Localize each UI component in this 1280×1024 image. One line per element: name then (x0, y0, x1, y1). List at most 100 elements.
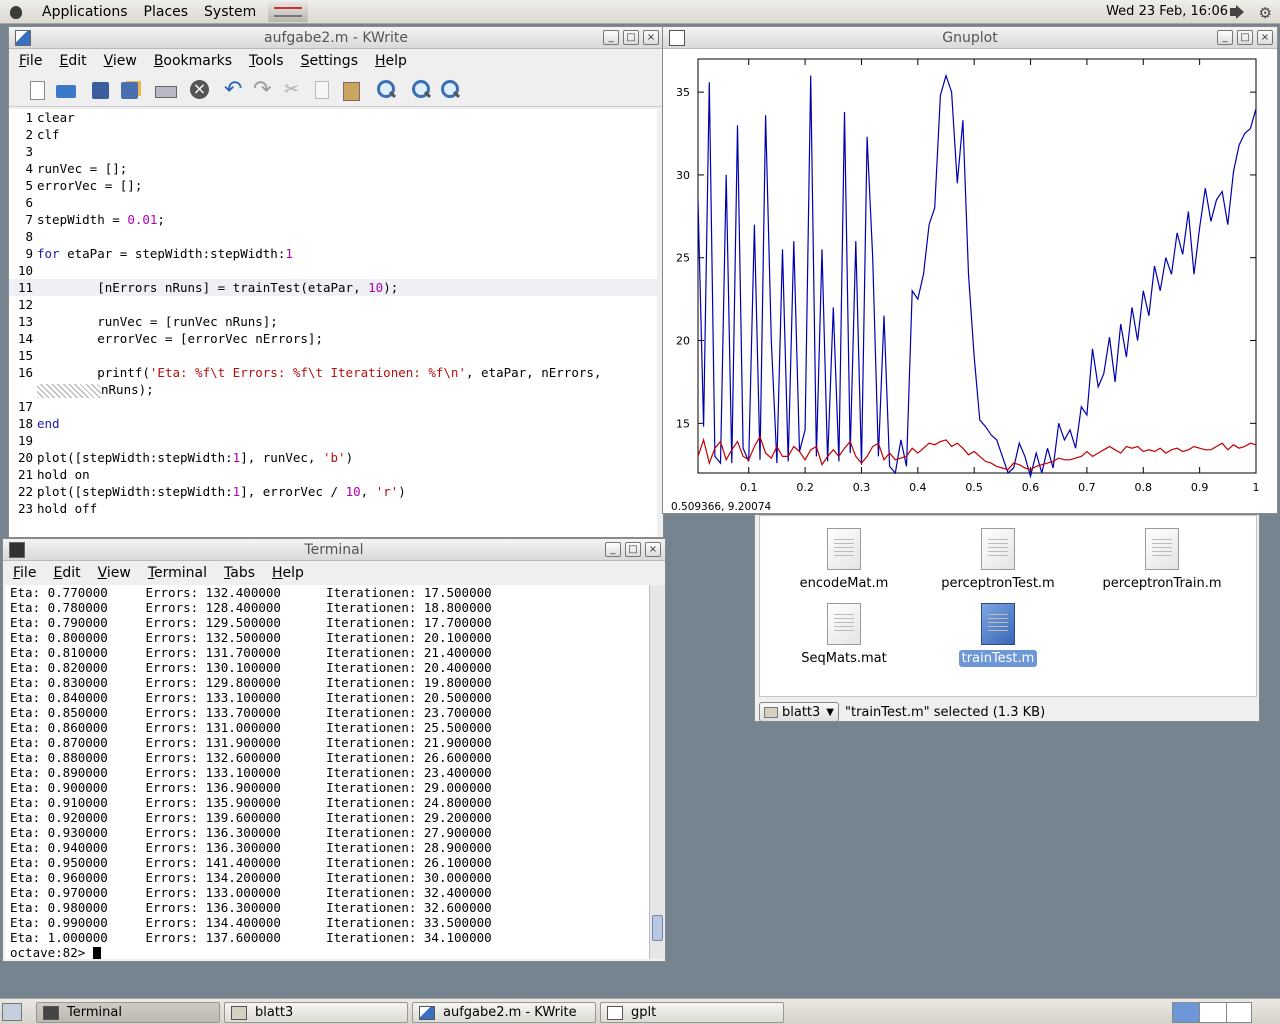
minimize-button[interactable]: _ (605, 542, 621, 557)
terminal-prompt-line[interactable]: octave:82> (5, 945, 649, 959)
save-icon[interactable] (89, 78, 113, 102)
code-line[interactable]: 10 (9, 262, 657, 279)
code-line[interactable]: 6 (9, 194, 657, 211)
menu-edit[interactable]: Edit (59, 53, 87, 69)
print-icon[interactable] (153, 78, 177, 102)
menu-tabs[interactable]: Tabs (224, 565, 255, 581)
launcher-icon[interactable] (268, 1, 309, 22)
code-editor[interactable]: 1 clear 2 clf 3 4 runVec = []; 5 errorVec = []; 6… (9, 109, 657, 537)
menu-help[interactable]: Help (375, 53, 407, 69)
taskbar-item-blatt3[interactable]: blatt3 (224, 1002, 408, 1023)
zoom-in-icon[interactable] (409, 78, 433, 102)
paste-icon[interactable] (339, 78, 363, 102)
code-line[interactable]: 19 (9, 432, 657, 449)
show-desktop-icon[interactable] (2, 1003, 22, 1021)
workspace-3[interactable] (1227, 1003, 1254, 1022)
code-line[interactable]: 8 (9, 228, 657, 245)
undo-icon[interactable] (223, 77, 247, 102)
scrollbar-thumb[interactable] (652, 915, 663, 941)
code-text: errorVec = [errorVec nErrors]; (37, 331, 323, 346)
taskbar-item-gplt[interactable]: gplt (600, 1002, 784, 1023)
workspace-1[interactable] (1173, 1003, 1200, 1022)
minimize-button[interactable]: _ (1217, 30, 1233, 45)
close-doc-icon[interactable] (188, 78, 212, 102)
close-button[interactable]: × (643, 30, 659, 45)
file-item[interactable]: encodeMat.m (774, 528, 914, 591)
code-line[interactable]: 18 end (9, 415, 657, 432)
menu-view[interactable]: View (97, 565, 131, 581)
code-line[interactable]: 1 clear (9, 109, 657, 126)
cut-icon[interactable] (281, 78, 305, 102)
gnome-foot-icon[interactable] (8, 3, 26, 21)
new-file-icon[interactable] (25, 78, 49, 102)
places-menu[interactable]: Places (143, 3, 189, 20)
taskbar-label: Terminal (67, 1005, 122, 1020)
code-line[interactable]: 2 clf (9, 126, 657, 143)
system-menu[interactable]: System (204, 3, 257, 20)
menu-bookmarks[interactable]: Bookmarks (153, 53, 233, 69)
close-button[interactable]: × (645, 542, 661, 557)
code-line[interactable]: 13 runVec = [runVec nRuns]; (9, 313, 657, 330)
maximize-button[interactable]: □ (1237, 30, 1253, 45)
code-line[interactable]: 12 (9, 296, 657, 313)
terminal-scrollbar[interactable] (649, 585, 665, 959)
menu-tools[interactable]: Tools (249, 53, 284, 69)
code-line[interactable]: 15 (9, 347, 657, 364)
menu-edit[interactable]: Edit (53, 565, 81, 581)
code-line[interactable]: 9 for etaPar = stepWidth:stepWidth:1 (9, 245, 657, 262)
code-line[interactable]: 4 runVec = []; (9, 160, 657, 177)
menu-file[interactable]: File (13, 565, 37, 581)
code-line[interactable]: 5 errorVec = []; (9, 177, 657, 194)
taskbar-item-kwrite[interactable]: aufgabe2.m - KWrite (412, 1002, 596, 1023)
taskbar-item-terminal[interactable]: Terminal (36, 1002, 220, 1023)
menu-file[interactable]: File (19, 53, 43, 69)
open-file-icon[interactable] (54, 78, 78, 102)
find-icon[interactable] (374, 78, 398, 102)
maximize-button[interactable]: □ (623, 30, 639, 45)
minimize-button[interactable]: _ (603, 30, 619, 45)
redo-icon[interactable] (252, 77, 276, 102)
maximize-button[interactable]: □ (625, 542, 641, 557)
menu-settings[interactable]: Settings (300, 53, 358, 69)
terminal-line: Eta: 0.820000 Errors: 130.100000 Iterati… (10, 660, 492, 675)
terminal-output[interactable]: Eta: 0.770000 Errors: 132.400000 Iterati… (5, 585, 649, 959)
close-button[interactable]: × (1257, 30, 1273, 45)
code-line[interactable]: 14 errorVec = [errorVec nErrors]; (9, 330, 657, 347)
file-item[interactable]: SeqMats.mat (774, 603, 914, 666)
workspace-2[interactable] (1200, 1003, 1227, 1022)
code-line[interactable]: 23 hold off (9, 500, 657, 517)
menu-help[interactable]: Help (272, 565, 304, 581)
gnuplot-app-icon[interactable] (669, 29, 685, 46)
code-line[interactable]: 21 hold on (9, 466, 657, 483)
copy-icon[interactable] (310, 78, 334, 102)
zoom-out-icon[interactable] (438, 78, 462, 102)
kwrite-titlebar[interactable]: aufgabe2.m - KWrite _ □ × (9, 27, 663, 49)
file-icon-view[interactable]: encodeMat.m perceptronTest.m perceptronT… (759, 515, 1257, 697)
menu-view[interactable]: View (103, 53, 137, 69)
file-item-selected[interactable]: trainTest.m (928, 603, 1068, 667)
file-item[interactable]: perceptronTrain.m (1082, 528, 1242, 591)
code-line[interactable]: nRuns); (9, 381, 657, 398)
code-text (36, 347, 37, 364)
terminal-titlebar[interactable]: Terminal _ □ × (3, 539, 665, 561)
kwrite-app-icon[interactable] (15, 29, 31, 46)
code-line[interactable]: 20 plot([stepWidth:stepWidth:1], runVec, … (9, 449, 657, 466)
code-line[interactable]: 7 stepWidth = 0.01; (9, 211, 657, 228)
terminal-app-icon[interactable] (9, 541, 25, 558)
applications-menu[interactable]: Applications (42, 3, 128, 20)
menu-terminal[interactable]: Terminal (147, 565, 207, 581)
location-dropdown[interactable]: blatt3 ▼ (759, 702, 839, 722)
save-as-icon[interactable] (118, 78, 142, 102)
code-line[interactable]: 17 (9, 398, 657, 415)
workspace-switcher[interactable] (1172, 1002, 1252, 1023)
clock[interactable]: Wed 23 Feb, 16:06 (1106, 4, 1228, 19)
volume-icon[interactable] (1230, 4, 1248, 20)
code-line[interactable]: 3 (9, 143, 657, 160)
file-item[interactable]: perceptronTest.m (928, 528, 1068, 591)
gnuplot-chart[interactable]: 0.1 0.2 0.3 0.4 0.5 0.6 0.7 0.8 0.9 1 15 20 25 30 35 (663, 49, 1277, 513)
gnuplot-titlebar[interactable]: Gnuplot _ □ × (663, 27, 1277, 49)
code-line[interactable]: 11 [nErrors nRuns] = trainTest(etaPar, 1… (9, 279, 657, 296)
code-line[interactable]: 22 plot([stepWidth:stepWidth:1], errorVec… (9, 483, 657, 500)
code-line[interactable]: 16 printf('Eta: %f\t Errors: %f\t Iterat… (9, 364, 657, 381)
gear-icon[interactable]: ⚙ (1258, 4, 1272, 22)
